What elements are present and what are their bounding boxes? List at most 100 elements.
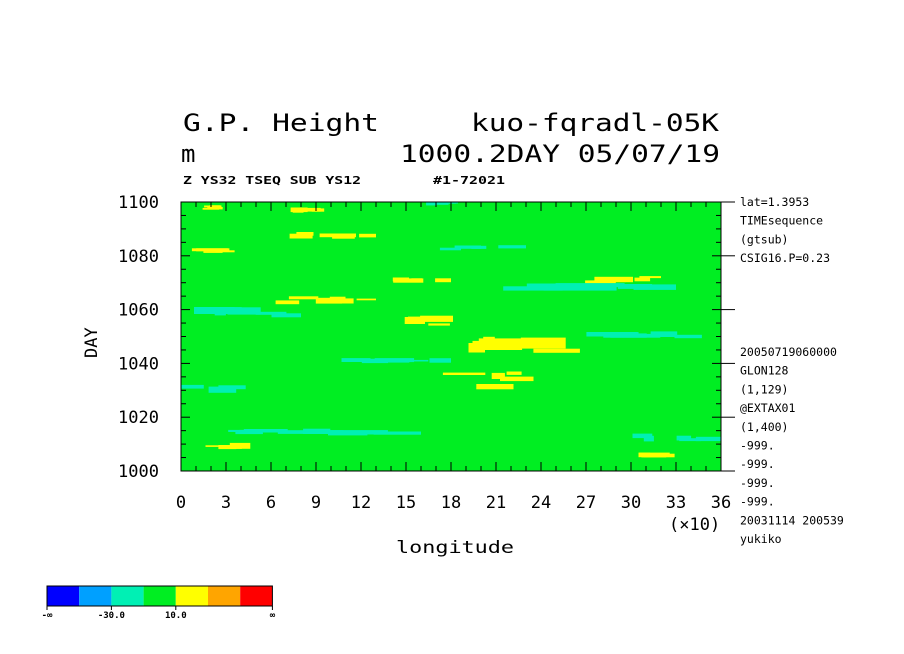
heatmap-region	[638, 452, 675, 458]
heatmap-cell	[194, 307, 235, 314]
heatmap-region	[468, 336, 580, 353]
heatmap-cell	[355, 432, 413, 435]
heatmap-cell	[608, 278, 626, 283]
x-tick-label: 36	[711, 493, 731, 513]
color-legend: -∞ -30.0 10.0 ∞	[42, 585, 276, 621]
heatmap-cell	[478, 338, 523, 350]
legend-swatch	[79, 586, 112, 606]
heatmap-cell	[205, 445, 222, 447]
heatmap-cell	[439, 247, 461, 251]
side-info-line: -999.	[740, 439, 775, 453]
heatmap-cell	[374, 358, 415, 363]
x-tick-label: 15	[396, 493, 416, 513]
heatmap-region	[205, 442, 251, 450]
side-info-line: GLON128	[740, 364, 789, 378]
y-tick-label: 1040	[118, 354, 159, 374]
heatmap-cell	[271, 313, 301, 318]
legend-swatch	[208, 586, 241, 606]
side-info-line: -999.	[740, 495, 775, 509]
y-tick-label: 1100	[118, 193, 159, 213]
heatmap-cell	[290, 207, 308, 213]
heatmap-cell	[638, 452, 651, 458]
x-tick-label: 9	[311, 493, 321, 513]
heatmap-cell	[275, 300, 300, 305]
heatmap-cell	[341, 358, 371, 362]
heatmap-region	[392, 277, 451, 283]
heatmap-cell	[319, 233, 356, 238]
x-axis-label: longitude	[396, 538, 514, 558]
side-info-line: (1,400)	[740, 420, 788, 434]
heatmap-cell	[288, 296, 319, 300]
heatmap-cell	[632, 433, 653, 439]
side-info-line: yukiko	[740, 532, 782, 546]
x-tick-label: 33	[666, 493, 686, 513]
side-info-line: -999.	[740, 457, 775, 471]
heatmap-cell	[428, 323, 450, 326]
heatmap-cell	[243, 429, 288, 433]
side-info-line: 20031114 200539	[740, 513, 844, 527]
heatmap-cell	[329, 296, 346, 302]
heatmap-cell	[454, 245, 481, 249]
heatmap-cell	[472, 340, 498, 345]
y-tick-label: 1000	[118, 462, 159, 482]
x-tick-label: 3	[221, 493, 231, 513]
legend-swatch	[175, 586, 208, 606]
legend-label: 10.0	[165, 611, 187, 621]
axis-ticks	[180, 201, 735, 472]
heatmap-region	[202, 205, 223, 210]
heatmap-cell	[634, 277, 651, 282]
heatmap-region	[290, 207, 325, 213]
heatmap-cell	[674, 334, 702, 339]
x-multiplier-label: (×10)	[669, 515, 720, 535]
x-tick-labels: 0 3 6 9 12 15 18 21 24 27 30 33 36	[176, 493, 731, 513]
x-tick-label: 6	[266, 493, 276, 513]
heatmap-cell	[506, 371, 522, 375]
heatmap-cell	[356, 298, 376, 301]
y-tick-label: 1080	[118, 247, 159, 267]
heatmap-region	[341, 358, 451, 364]
heatmap-cell	[483, 336, 495, 340]
heatmap-cell	[209, 205, 221, 209]
legend-label: -30.0	[98, 611, 125, 621]
side-info-line: 20050719060000	[740, 345, 837, 359]
legend-swatch	[47, 586, 80, 606]
heatmap-cell	[303, 428, 331, 434]
heatmap-region	[228, 428, 421, 436]
heatmap-cell	[621, 333, 658, 336]
heatmap-cell	[650, 331, 678, 337]
x-tick-label: 12	[351, 493, 371, 513]
heatmap-cell	[520, 337, 566, 349]
heatmap-cell	[610, 335, 661, 338]
heatmap-region	[404, 315, 453, 326]
heatmap-cell	[411, 278, 422, 281]
x-tick-label: 24	[531, 493, 551, 513]
legend-label: -∞	[42, 611, 53, 621]
y-tick-label: 1060	[118, 301, 159, 321]
heatmap-cell	[289, 233, 313, 239]
title-left: G.P. Height	[183, 109, 379, 137]
legend-swatch	[111, 586, 144, 606]
x-tick-label: 27	[576, 493, 596, 513]
heatmap-cell	[617, 284, 676, 289]
side-info-line: @EXTAX01	[740, 401, 795, 415]
heatmap-cell	[500, 376, 534, 382]
heatmap-cell	[208, 386, 237, 393]
heatmap-region	[585, 276, 661, 284]
heatmap-cell	[181, 384, 204, 389]
heatmap-cell	[196, 248, 230, 252]
heatmap-cell	[555, 283, 625, 287]
heatmap-cell	[393, 278, 424, 283]
heatmap-cell	[643, 435, 654, 442]
heatmap-cell	[435, 278, 451, 283]
y-tick-label: 1020	[118, 408, 159, 428]
heatmap-cell	[429, 202, 449, 205]
side-info-line: -999.	[740, 476, 775, 490]
heatmap-region	[586, 331, 702, 339]
side-info: lat=1.3953 TIMEsequence (gtsub) CSIG16.P=0.…	[740, 195, 844, 546]
heatmap-cell	[526, 283, 561, 287]
heatmap-cell	[229, 442, 251, 449]
heatmap-cell	[313, 430, 388, 432]
heatmap-cell	[442, 372, 486, 375]
heatmap-region	[181, 384, 246, 393]
